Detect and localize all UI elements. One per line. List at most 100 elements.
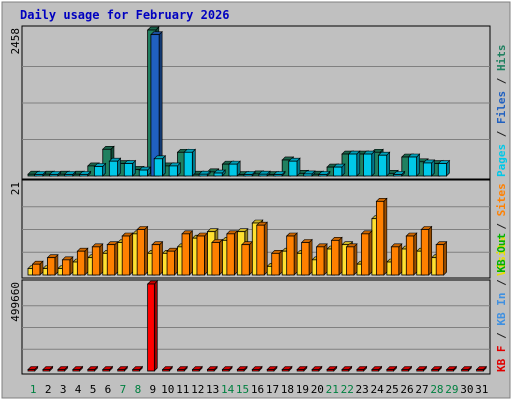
- bar-front: [273, 174, 283, 177]
- bar-sites-day-4: [76, 247, 89, 276]
- bar-pages-day-1: [33, 170, 47, 177]
- bar-pages-day-11: [183, 148, 197, 177]
- bar-front: [42, 369, 51, 372]
- day-label-31: 31: [475, 383, 488, 396]
- day-label-25: 25: [385, 383, 398, 396]
- day-label-8: 8: [135, 383, 142, 396]
- bar-side: [234, 230, 238, 276]
- bar-side: [386, 151, 391, 177]
- bar-pages-day-5: [93, 162, 107, 177]
- bar-kb-f-day-1: [27, 365, 39, 372]
- bar-kb-f-day-26: [401, 365, 413, 372]
- bar-sites-day-13: [211, 238, 224, 276]
- panel-middle-legend: Visits / Sites: [495, 183, 508, 276]
- bar-front: [303, 173, 313, 177]
- bar-side: [263, 221, 268, 276]
- bar-front: [446, 369, 454, 372]
- bar-kb-f-day-22: [341, 365, 353, 372]
- bar-side: [129, 232, 133, 276]
- bar-front: [386, 369, 394, 372]
- bar-kb-f-day-30: [460, 365, 473, 372]
- day-label-18: 18: [281, 383, 294, 396]
- bar-front: [236, 369, 245, 372]
- bar-front: [213, 172, 223, 177]
- bar-front: [435, 244, 445, 276]
- bar-sites-day-8: [136, 225, 149, 276]
- day-label-13: 13: [206, 383, 219, 396]
- bar-front: [241, 244, 250, 276]
- bar-front: [153, 158, 163, 177]
- bar-front: [108, 160, 118, 177]
- bar-front: [138, 169, 148, 177]
- legend-entry-sites: Sites: [495, 183, 508, 216]
- bar-front: [57, 369, 66, 372]
- day-label-17: 17: [266, 383, 279, 396]
- day-label-14: 14: [221, 383, 235, 396]
- day-label-1: 1: [30, 383, 37, 396]
- bar-front: [196, 235, 205, 276]
- day-label-21: 21: [326, 383, 339, 396]
- bar-side: [159, 240, 163, 276]
- bar-side: [428, 225, 433, 276]
- bar-side: [368, 230, 373, 276]
- bar-pages-day-13: [213, 169, 226, 177]
- day-label-24: 24: [371, 383, 385, 396]
- bar-pages-day-22: [347, 150, 361, 177]
- day-label-23: 23: [356, 383, 369, 396]
- legend-entry-pages: Pages: [495, 144, 508, 177]
- bar-front: [461, 369, 469, 372]
- bar-front: [271, 252, 280, 276]
- day-label-26: 26: [400, 383, 413, 396]
- bar-front: [318, 174, 328, 177]
- bar-kb-f-day-12: [191, 365, 203, 372]
- bar-front: [251, 369, 260, 372]
- bar-pages-day-10: [168, 162, 182, 177]
- bar-kb-f-day-29: [445, 365, 458, 372]
- panel-top: 2458 Pages / Files / Hits: [9, 25, 508, 180]
- bar-kb-f-day-21: [326, 365, 338, 372]
- bar-front: [243, 174, 253, 177]
- bar-front: [296, 369, 305, 372]
- legend-entry-: /: [495, 273, 508, 293]
- bar-front: [211, 242, 220, 276]
- bar-sites-day-9: [151, 240, 164, 276]
- bar-sites-day-19: [300, 238, 313, 276]
- legend-entry-visits: Visits: [495, 236, 508, 276]
- day-label-6: 6: [105, 383, 112, 396]
- bar-kb-f-day-14: [221, 365, 233, 372]
- bar-front: [93, 166, 104, 177]
- bar-kb-f-day-10: [161, 365, 174, 372]
- bar-sites-day-28: [435, 240, 448, 276]
- bar-front: [431, 369, 439, 372]
- day-label-16: 16: [251, 383, 264, 396]
- panel-middle-max-label: 21: [9, 182, 22, 195]
- bar-front: [61, 259, 71, 276]
- bar-side: [219, 238, 223, 276]
- bar-side: [158, 30, 163, 177]
- day-label-15: 15: [236, 383, 249, 396]
- bar-front: [64, 174, 74, 177]
- bar-side: [204, 232, 208, 276]
- bar-side: [413, 232, 418, 276]
- bar-front: [102, 369, 110, 372]
- x-axis-day-labels: 1 2 3 4 5 6 7 8 9 10 11 12 13 14 15 16 17 18 19 20 21 22 23 24 2…: [30, 383, 488, 396]
- day-label-28: 28: [430, 383, 443, 396]
- bar-side: [383, 197, 388, 276]
- bar-pages-day-3: [63, 170, 77, 177]
- bar-pages-day-24: [377, 151, 391, 177]
- bar-sites-day-18: [285, 232, 298, 276]
- legend-entry-hits: Hits: [495, 45, 508, 72]
- bar-kb-f-day-2: [42, 365, 54, 372]
- legend-entry-: /: [495, 124, 508, 144]
- bar-sites-day-16: [256, 221, 268, 276]
- bar-side: [154, 280, 158, 372]
- bar-front: [87, 369, 95, 372]
- bar-kb-f-day-5: [87, 365, 99, 372]
- bar-front: [226, 233, 235, 276]
- bar-front: [437, 163, 447, 177]
- panel-top-legend: Pages / Files / Hits: [495, 45, 508, 178]
- bar-sites-day-2: [46, 253, 59, 276]
- bar-front: [192, 369, 200, 372]
- bar-front: [221, 369, 230, 372]
- bar-sites-day-3: [61, 256, 74, 276]
